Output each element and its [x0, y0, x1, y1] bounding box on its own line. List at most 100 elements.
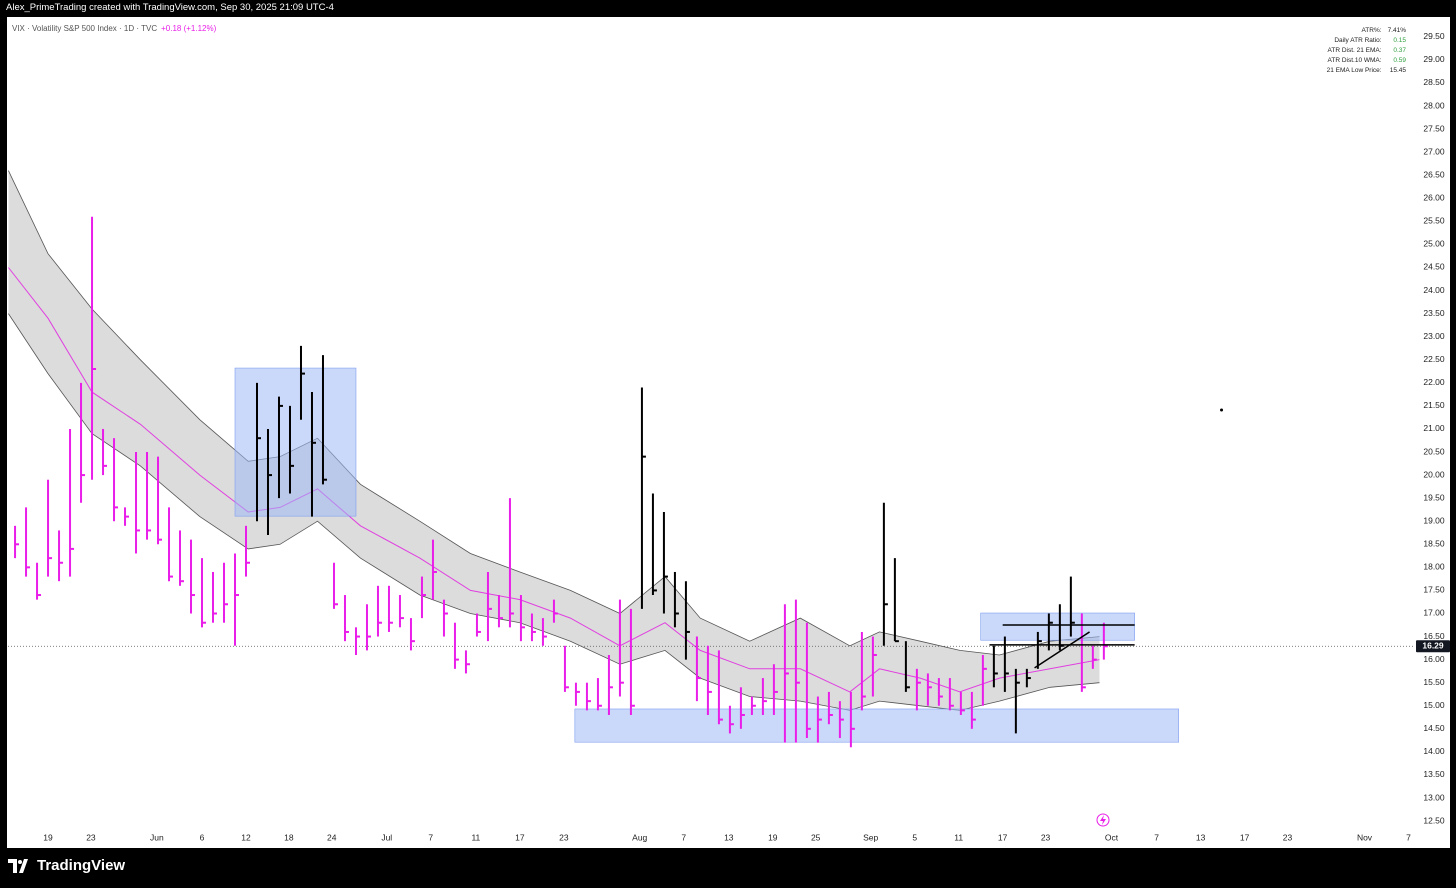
band-fill [8, 170, 1100, 711]
y-tick-label: 19.50 [1423, 492, 1445, 502]
y-tick-label: 29.00 [1423, 54, 1445, 64]
alert-bolt [1100, 815, 1106, 825]
y-tick-label: 13.50 [1423, 769, 1445, 779]
y-tick-label: 23.00 [1423, 331, 1445, 341]
zone [574, 708, 1179, 743]
x-tick-label: 11 [954, 832, 963, 842]
x-tick-label: 18 [284, 832, 294, 842]
x-tick-label: 23 [1041, 832, 1051, 842]
x-tick-label: 23 [559, 832, 569, 842]
y-tick-label: 15.50 [1423, 677, 1445, 687]
x-tick-label: Jul [381, 832, 392, 842]
stat-value: 0.59 [1393, 57, 1406, 64]
zone [234, 367, 357, 517]
y-tick-label: 14.00 [1423, 746, 1445, 756]
y-tick-label: 20.00 [1423, 469, 1445, 479]
y-tick-label: 26.00 [1423, 193, 1445, 203]
ema-line [8, 267, 1100, 693]
stat-label: ATR Dist.10 WMA: [1327, 57, 1382, 64]
y-tick-label: 17.50 [1423, 585, 1445, 595]
stat-label: ATR Dist. 21 EMA: [1327, 47, 1382, 54]
y-tick-label: 17.00 [1423, 608, 1445, 618]
stat-row: 21 EMA Low Price: 15.45 [1327, 66, 1406, 76]
stat-value: 0.15 [1393, 37, 1406, 44]
y-tick-label: 25.50 [1423, 216, 1445, 226]
x-tick-label: 23 [1283, 832, 1293, 842]
x-tick-label: 7 [1154, 832, 1159, 842]
stat-value: 15.45 [1389, 67, 1406, 74]
y-tick-label: 18.50 [1423, 539, 1445, 549]
stats-table: ATR%: 7.41% Daily ATR Ratio: 0.15 ATR Dist. … [1327, 26, 1406, 76]
y-tick-label: 16.00 [1423, 654, 1445, 664]
stat-label: 21 EMA Low Price: [1326, 67, 1382, 74]
stat-label: Daily ATR Ratio: [1334, 37, 1382, 44]
zone [980, 612, 1135, 641]
x-tick-label: 24 [327, 832, 337, 842]
y-tick-label: 27.00 [1423, 146, 1445, 156]
symbol: VIX · Volatility S&P 500 Index · 1D · TV… [12, 24, 158, 33]
y-tick-label: 27.50 [1423, 123, 1445, 133]
x-tick-label: 12 [241, 832, 251, 842]
y-tick-label: 28.50 [1423, 77, 1445, 87]
symbol-line: VIX · Volatility S&P 500 Index · 1D · TV… [12, 24, 216, 33]
stat-value: 0.37 [1393, 47, 1406, 54]
x-tick-label: Sep [863, 832, 878, 842]
attribution: Alex_PrimeTrading created with TradingVi… [6, 2, 334, 13]
alert-icon [1096, 813, 1110, 827]
y-tick-label: 20.50 [1423, 446, 1445, 456]
band-lower [8, 313, 1100, 711]
change: +0.18 (+1.12%) [161, 24, 217, 33]
y-tick-label: 24.00 [1423, 285, 1445, 295]
logo [8, 858, 28, 873]
y-tick-label: 24.50 [1423, 262, 1445, 272]
price-badge [1416, 640, 1450, 653]
y-tick-label: 25.00 [1423, 239, 1445, 249]
band-upper [8, 170, 1100, 656]
x-tick-label: 7 [428, 832, 433, 842]
price-badge-label: 16.29 [1422, 640, 1444, 650]
y-tick-label: 21.00 [1423, 423, 1445, 433]
x-tick-label: 13 [724, 832, 734, 842]
stat-row: ATR Dist.10 WMA: 0.59 [1327, 56, 1407, 66]
y-tick-label: 26.50 [1423, 169, 1445, 179]
y-tick-label: 21.50 [1423, 400, 1445, 410]
x-tick-label: 23 [86, 832, 96, 842]
y-tick-label: 18.00 [1423, 562, 1445, 572]
y-tick-label: 22.50 [1423, 354, 1445, 364]
x-tick-label: 17 [998, 832, 1008, 842]
footer: TradingView [8, 857, 125, 874]
stat-value: 7.41% [1387, 27, 1406, 34]
y-tick-label: 13.00 [1423, 792, 1445, 802]
y-tick-label: 23.50 [1423, 308, 1445, 318]
x-tick-label: 7 [1406, 832, 1411, 842]
x-tick-label: Nov [1357, 832, 1373, 842]
x-tick-label: 17 [1240, 832, 1250, 842]
x-tick-label: 7 [681, 832, 686, 842]
stat-row: ATR%: 7.41% [1327, 26, 1406, 36]
y-tick-label: 12.50 [1423, 815, 1445, 825]
y-tick-label: 28.00 [1423, 100, 1445, 110]
x-tick-label: 17 [515, 832, 525, 842]
brand: TradingView [37, 857, 126, 874]
x-tick-label: 11 [471, 832, 480, 842]
x-tick-label: 25 [811, 832, 821, 842]
x-tick-label: Jun [150, 832, 164, 842]
x-tick-label: 5 [912, 832, 917, 842]
y-tick-label: 19.00 [1423, 515, 1445, 525]
y-tick-label: 14.50 [1423, 723, 1445, 733]
marker [1220, 408, 1224, 412]
x-tick-label: 19 [43, 832, 53, 842]
alert-circle [1096, 813, 1110, 827]
x-tick-label: 19 [768, 832, 778, 842]
y-tick-label: 16.50 [1423, 631, 1445, 641]
stat-row: Daily ATR Ratio: 0.15 [1327, 36, 1406, 46]
y-tick-label: 22.00 [1423, 377, 1445, 387]
x-tick-label: Oct [1105, 832, 1119, 842]
drawn-line [1034, 631, 1090, 669]
stat-label: ATR%: [1361, 27, 1382, 34]
y-tick-label: 15.00 [1423, 700, 1445, 710]
stat-row: ATR Dist. 21 EMA: 0.37 [1327, 46, 1407, 56]
y-tick-label: 29.50 [1423, 31, 1445, 41]
